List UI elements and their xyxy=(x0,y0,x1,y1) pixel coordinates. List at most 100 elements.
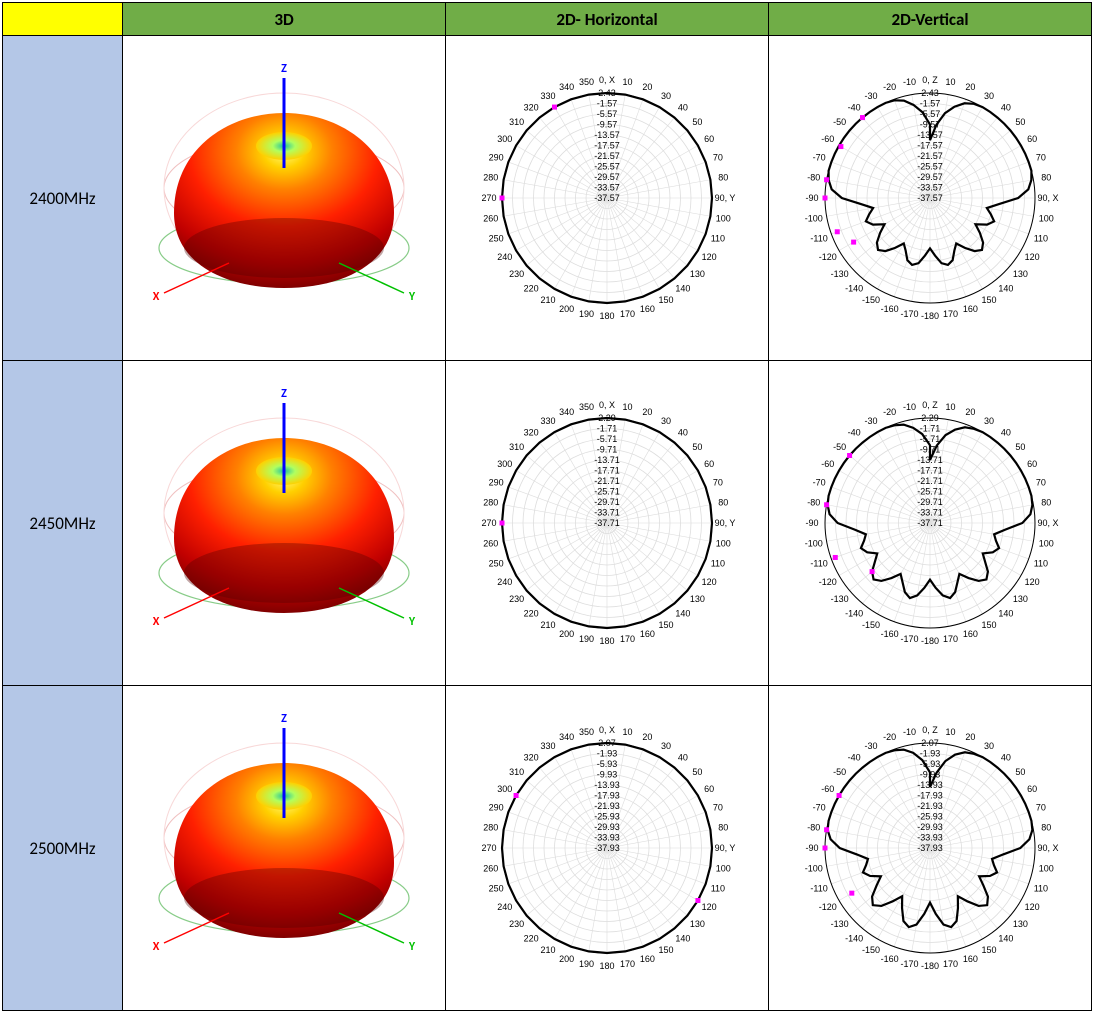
svg-text:Z: Z xyxy=(281,62,287,76)
svg-text:50: 50 xyxy=(692,117,702,127)
svg-text:330: 330 xyxy=(540,416,555,426)
svg-text:X: X xyxy=(153,940,160,954)
svg-text:-40: -40 xyxy=(848,103,861,113)
svg-text:260: 260 xyxy=(483,863,498,873)
svg-text:60: 60 xyxy=(704,784,714,794)
svg-text:-30: -30 xyxy=(864,91,877,101)
svg-text:Z: Z xyxy=(281,712,287,726)
cell-3d: ZXY xyxy=(123,686,446,1011)
svg-text:-17.93: -17.93 xyxy=(917,791,943,801)
svg-text:-80: -80 xyxy=(807,173,820,183)
svg-text:-90: -90 xyxy=(805,518,818,528)
svg-text:-25.93: -25.93 xyxy=(594,812,620,822)
svg-text:180: 180 xyxy=(599,961,614,971)
svg-text:130: 130 xyxy=(690,269,705,279)
svg-text:120: 120 xyxy=(702,577,717,587)
svg-text:210: 210 xyxy=(540,945,555,955)
svg-text:30: 30 xyxy=(661,741,671,751)
svg-text:-90: -90 xyxy=(805,843,818,853)
svg-text:250: 250 xyxy=(489,233,504,243)
svg-text:80: 80 xyxy=(1041,498,1051,508)
svg-text:-180: -180 xyxy=(921,961,939,971)
svg-text:-180: -180 xyxy=(921,636,939,646)
svg-text:-100: -100 xyxy=(805,538,823,548)
svg-text:350: 350 xyxy=(579,77,594,87)
svg-text:150: 150 xyxy=(658,620,673,630)
svg-text:-110: -110 xyxy=(810,883,827,893)
svg-text:190: 190 xyxy=(579,959,594,969)
svg-text:340: 340 xyxy=(559,407,574,417)
svg-text:2.29: 2.29 xyxy=(921,413,939,423)
svg-text:110: 110 xyxy=(1034,558,1048,568)
cell-2d-v: 2.43-1.57-5.57-9.57-13.57-17.57-21.57-25… xyxy=(769,36,1092,361)
svg-text:50: 50 xyxy=(1015,767,1025,777)
svg-text:0, Z: 0, Z xyxy=(922,75,938,85)
svg-text:280: 280 xyxy=(483,498,498,508)
svg-text:20: 20 xyxy=(965,407,975,417)
svg-text:-37.93: -37.93 xyxy=(594,843,620,853)
svg-text:-17.57: -17.57 xyxy=(917,141,943,151)
svg-text:-20: -20 xyxy=(883,407,896,417)
header-blank xyxy=(3,3,123,36)
svg-text:-9.57: -9.57 xyxy=(597,120,618,130)
header-2d-v: 2D-Vertical xyxy=(769,3,1092,36)
svg-text:270: 270 xyxy=(481,843,496,853)
svg-text:60: 60 xyxy=(704,459,714,469)
svg-text:90, X: 90, X xyxy=(1037,193,1058,203)
svg-text:-20: -20 xyxy=(883,732,896,742)
svg-text:190: 190 xyxy=(579,309,594,319)
svg-text:20: 20 xyxy=(965,82,975,92)
svg-text:0, X: 0, X xyxy=(599,75,615,85)
svg-text:220: 220 xyxy=(524,608,539,618)
svg-text:20: 20 xyxy=(642,732,652,742)
svg-text:160: 160 xyxy=(640,304,655,314)
svg-text:100: 100 xyxy=(716,213,731,223)
svg-text:-50: -50 xyxy=(833,442,846,452)
svg-text:-29.71: -29.71 xyxy=(594,497,620,507)
svg-text:70: 70 xyxy=(713,803,723,813)
svg-text:-21.93: -21.93 xyxy=(594,801,620,811)
svg-text:-21.57: -21.57 xyxy=(917,151,943,161)
svg-text:-50: -50 xyxy=(833,117,846,127)
pattern-table: 3D 2D- Horizontal 2D-Vertical 2400MHzZXY… xyxy=(2,2,1092,1011)
svg-text:Y: Y xyxy=(408,615,416,629)
svg-text:330: 330 xyxy=(540,741,555,751)
svg-text:Y: Y xyxy=(408,290,416,304)
svg-text:130: 130 xyxy=(690,594,705,604)
svg-text:-100: -100 xyxy=(805,213,823,223)
svg-text:-140: -140 xyxy=(845,608,863,618)
svg-text:160: 160 xyxy=(963,954,978,964)
svg-text:20: 20 xyxy=(965,732,975,742)
svg-text:-29.57: -29.57 xyxy=(917,172,943,182)
svg-text:120: 120 xyxy=(702,252,717,262)
svg-text:-100: -100 xyxy=(805,863,823,873)
svg-text:-9.93: -9.93 xyxy=(597,770,618,780)
svg-text:270: 270 xyxy=(481,518,496,528)
svg-text:90, Y: 90, Y xyxy=(715,518,736,528)
svg-text:70: 70 xyxy=(1036,803,1046,813)
svg-text:-130: -130 xyxy=(831,594,849,604)
row-label: 2450MHz xyxy=(3,361,123,686)
svg-text:300: 300 xyxy=(497,134,512,144)
svg-text:300: 300 xyxy=(497,784,512,794)
svg-text:180: 180 xyxy=(599,636,614,646)
svg-text:50: 50 xyxy=(692,767,702,777)
svg-text:310: 310 xyxy=(509,442,524,452)
svg-text:-13.93: -13.93 xyxy=(594,780,620,790)
svg-text:320: 320 xyxy=(524,428,539,438)
svg-text:0, X: 0, X xyxy=(599,400,615,410)
svg-text:150: 150 xyxy=(981,620,996,630)
svg-text:-130: -130 xyxy=(831,269,849,279)
svg-text:300: 300 xyxy=(497,459,512,469)
svg-text:200: 200 xyxy=(559,629,574,639)
table-row: 2400MHzZXY2.43-1.57-5.57-9.57-13.57-17.5… xyxy=(3,36,1092,361)
svg-text:140: 140 xyxy=(675,933,690,943)
svg-text:40: 40 xyxy=(1001,428,1011,438)
svg-text:90, X: 90, X xyxy=(1037,518,1058,528)
svg-text:-5.57: -5.57 xyxy=(597,109,618,119)
svg-text:240: 240 xyxy=(497,252,512,262)
svg-text:110: 110 xyxy=(711,883,725,893)
svg-text:70: 70 xyxy=(713,478,723,488)
svg-text:-33.93: -33.93 xyxy=(594,833,620,843)
svg-text:-33.57: -33.57 xyxy=(594,183,620,193)
